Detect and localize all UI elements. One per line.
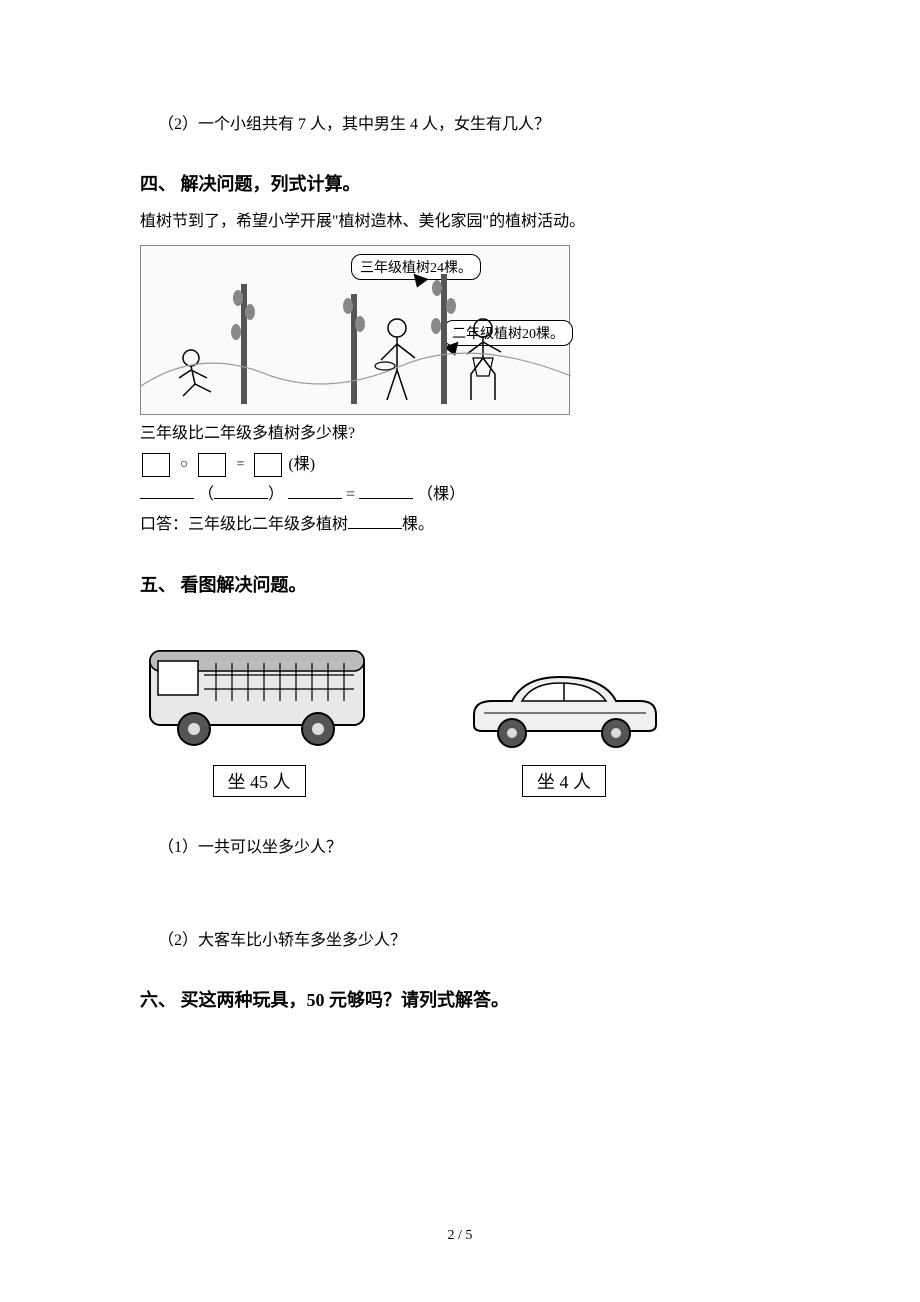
bus-icon bbox=[144, 631, 374, 751]
blank-underline[interactable] bbox=[288, 481, 342, 499]
equation-box-line: ○ = (棵) bbox=[140, 450, 780, 480]
section-5-title: 五、 看图解决问题。 bbox=[140, 569, 780, 601]
oral-answer-line: 口答：三年级比二年级多植树 棵。 bbox=[140, 510, 780, 540]
tree-icon bbox=[241, 284, 247, 404]
unit-label: （棵） bbox=[417, 486, 465, 503]
oral-prefix: 口答：三年级比二年级多植树 bbox=[140, 516, 348, 533]
person-kneeling-icon bbox=[171, 344, 241, 404]
paren-right: ） bbox=[268, 486, 284, 503]
answer-box[interactable] bbox=[198, 453, 226, 477]
bus-caption: 坐 45 人 bbox=[213, 765, 306, 797]
operator-circle: ○ bbox=[180, 452, 188, 479]
unit-label: (棵) bbox=[288, 456, 315, 473]
section-5-q2: （2）大客车比小轿车多坐多少人？ bbox=[140, 926, 780, 956]
page-number: 2 / 5 bbox=[0, 1228, 920, 1244]
car-column: 坐 4 人 bbox=[464, 661, 664, 797]
oral-suffix: 棵。 bbox=[402, 516, 434, 533]
section-6-title: 六、 买这两种玩具，50 元够吗？请列式解答。 bbox=[140, 984, 780, 1016]
blank-underline[interactable] bbox=[348, 512, 402, 530]
person-boy-icon bbox=[371, 314, 431, 404]
answer-box[interactable] bbox=[254, 453, 282, 477]
car-caption: 坐 4 人 bbox=[522, 765, 606, 797]
tree-icon bbox=[441, 274, 447, 404]
equals-sign: = bbox=[236, 452, 244, 479]
blank-underline[interactable] bbox=[359, 481, 413, 499]
paren-left: （ bbox=[198, 486, 214, 503]
car-icon bbox=[464, 661, 664, 751]
answer-box[interactable] bbox=[142, 453, 170, 477]
blank-underline[interactable] bbox=[214, 481, 268, 499]
section-5-q1: （1）一共可以坐多少人？ bbox=[140, 833, 780, 863]
page-content: （2）一个小组共有 7 人，其中男生 4 人，女生有几人？ 四、 解决问题，列式… bbox=[0, 0, 920, 1016]
figure-planting: 三年级植树24棵。 二年级植树20棵。 bbox=[140, 245, 570, 415]
person-girl-icon bbox=[459, 314, 519, 404]
equals-text: = bbox=[346, 486, 355, 503]
blank-underline[interactable] bbox=[140, 481, 194, 499]
vehicle-figure-row: 坐 45 人 坐 4 人 bbox=[144, 631, 780, 797]
section-4-title: 四、 解决问题，列式计算。 bbox=[140, 168, 780, 200]
bus-column: 坐 45 人 bbox=[144, 631, 374, 797]
section-4-question: 三年级比二年级多植树多少棵? bbox=[140, 419, 780, 449]
section-4-intro: 植树节到了，希望小学开展"植树造林、美化家园"的植树活动。 bbox=[140, 207, 780, 237]
tree-icon bbox=[351, 294, 357, 404]
question-3-2: （2）一个小组共有 7 人，其中男生 4 人，女生有几人？ bbox=[140, 110, 780, 140]
equation-blank-line: （ ） = （棵） bbox=[140, 480, 780, 510]
